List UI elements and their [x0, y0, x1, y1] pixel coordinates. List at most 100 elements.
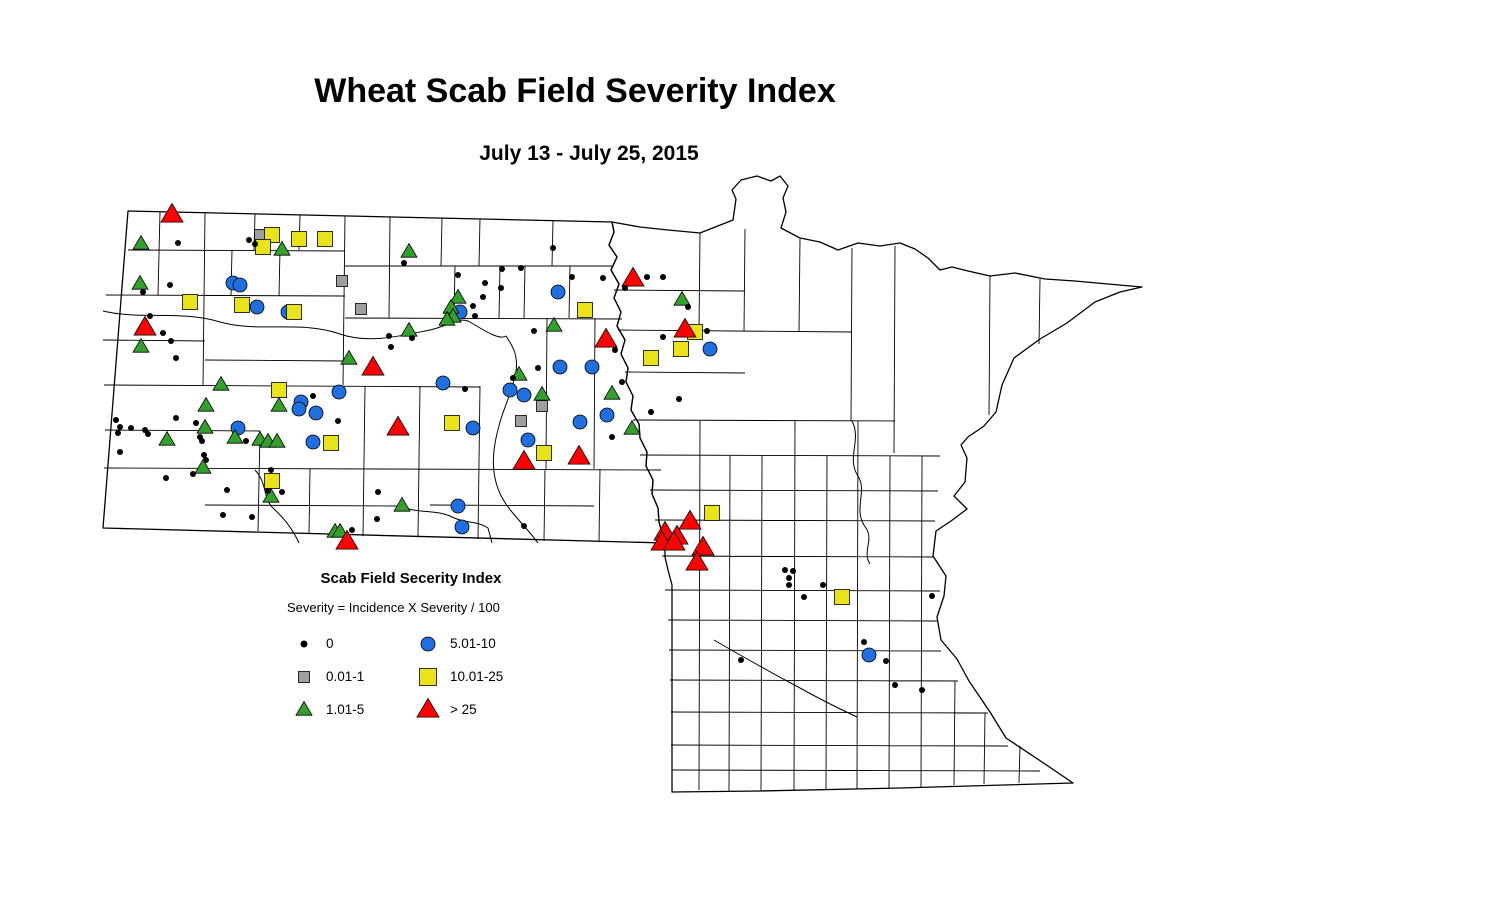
square-icon	[419, 667, 437, 686]
map-marker-0	[550, 245, 556, 251]
map-marker-0	[738, 657, 744, 663]
map-marker-5.01-10	[291, 401, 307, 417]
map-marker-10.01-25	[643, 350, 659, 366]
map-marker-0	[518, 265, 524, 271]
map-marker-0	[409, 335, 415, 341]
map-marker-0	[175, 240, 181, 246]
north-dakota-outline	[102, 210, 666, 544]
map-marker-0	[113, 417, 119, 423]
minnesota-river	[713, 420, 871, 718]
map-marker-5.01-10	[465, 420, 481, 436]
map-marker-5.01-10	[520, 432, 536, 448]
map-marker-10.01-25	[291, 231, 307, 247]
dot-icon	[300, 640, 308, 647]
map-marker-0	[619, 379, 625, 385]
map-marker-0	[201, 452, 207, 458]
legend-item-101-5: 1.01-5	[287, 693, 411, 726]
map-marker-10.01-25	[536, 445, 552, 461]
map-marker-0	[600, 275, 606, 281]
map-marker-0	[685, 304, 691, 310]
map-marker-0	[521, 523, 527, 529]
map-marker-0	[243, 438, 249, 444]
map-marker-1.01-5	[158, 430, 176, 446]
map-marker-0	[220, 512, 226, 518]
map-marker-1.01-5	[262, 487, 280, 503]
map-marker->25	[685, 550, 709, 571]
legend-formula: Severity = Incidence X Severity / 100	[287, 600, 500, 615]
map-marker-1.01-5	[194, 458, 212, 474]
map-marker-5.01-10	[249, 299, 265, 315]
map-marker-0	[801, 594, 807, 600]
page-subtitle: July 13 - July 25, 2015	[479, 142, 699, 165]
map-marker-0	[472, 313, 478, 319]
map-marker-0	[648, 409, 654, 415]
map-marker-1.01-5	[340, 349, 358, 365]
map-marker-0	[861, 639, 867, 645]
map-marker->25	[567, 444, 591, 465]
map-marker-10.01-25	[444, 415, 460, 431]
map-marker->25	[160, 202, 184, 223]
map-marker-1.01-5	[331, 522, 349, 538]
map-marker-0	[660, 274, 666, 280]
map-marker-0	[531, 328, 537, 334]
map-marker-0	[163, 475, 169, 481]
legend-item-label: 1.01-5	[326, 702, 365, 717]
map-marker-0	[782, 567, 788, 573]
map-marker-0.01-1	[336, 275, 348, 287]
map-marker->25	[361, 355, 385, 376]
map-marker-10.01-25	[577, 302, 593, 318]
map-marker-0	[609, 434, 615, 440]
map-marker-1.01-5	[449, 288, 467, 304]
page-title: Wheat Scab Field Severity Index	[314, 72, 836, 110]
map-marker-10.01-25	[271, 382, 287, 398]
map-marker-0	[268, 467, 274, 473]
map-marker-10.01-25	[317, 231, 333, 247]
map-marker-0	[919, 687, 925, 693]
map-marker-0	[462, 386, 468, 392]
map-marker-1.01-5	[533, 385, 551, 401]
map-marker-0	[128, 425, 134, 431]
map-marker-10.01-25	[255, 239, 271, 255]
map-marker-5.01-10	[861, 647, 877, 663]
map-marker->25	[673, 317, 697, 338]
map-marker-0	[140, 289, 146, 295]
map-marker-0	[279, 489, 285, 495]
map-marker-0	[929, 593, 935, 599]
map-marker-0	[388, 344, 394, 350]
circle-icon	[420, 636, 436, 651]
map-marker-5.01-10	[572, 414, 588, 430]
map-marker-1.01-5	[226, 428, 244, 444]
square-icon	[298, 670, 310, 683]
map-marker-0	[820, 582, 826, 588]
map-marker-5.01-10	[305, 434, 321, 450]
data-points-layer	[113, 202, 935, 693]
map-marker-10.01-25	[182, 294, 198, 310]
map-marker-0	[892, 682, 898, 688]
map-marker-5.01-10	[435, 375, 451, 391]
map-marker-5.01-10	[502, 382, 518, 398]
map-marker-0	[173, 415, 179, 421]
map-marker-10.01-25	[673, 341, 689, 357]
map-marker-1.01-5	[400, 321, 418, 337]
legend-item-label: > 25	[450, 702, 477, 717]
legend-items: 0 0.01-1 1.01-5 5.01-10 10.01-25 > 25	[287, 627, 537, 726]
map-marker-0	[168, 338, 174, 344]
map-marker-5.01-10	[599, 407, 615, 423]
map-marker->25	[386, 415, 410, 436]
map-marker-0	[386, 333, 392, 339]
map-marker-1.01-5	[270, 396, 288, 412]
map-marker-0	[375, 489, 381, 495]
map-marker-1.01-5	[197, 396, 215, 412]
map-marker-5.01-10	[552, 359, 568, 375]
map-marker-1.01-5	[273, 240, 291, 256]
map-marker-5.01-10	[450, 498, 466, 514]
legend-title: Scab Field Secerity Index	[320, 570, 502, 587]
county-boundaries-nd	[102, 211, 662, 543]
triangle-icon	[416, 697, 440, 718]
map-marker-10.01-25	[286, 304, 302, 320]
map-marker-1.01-5	[623, 419, 641, 435]
map-marker-1.01-5	[603, 384, 621, 400]
map-marker-0	[173, 355, 179, 361]
map-marker-0	[455, 272, 461, 278]
map-marker-10.01-25	[234, 297, 250, 313]
